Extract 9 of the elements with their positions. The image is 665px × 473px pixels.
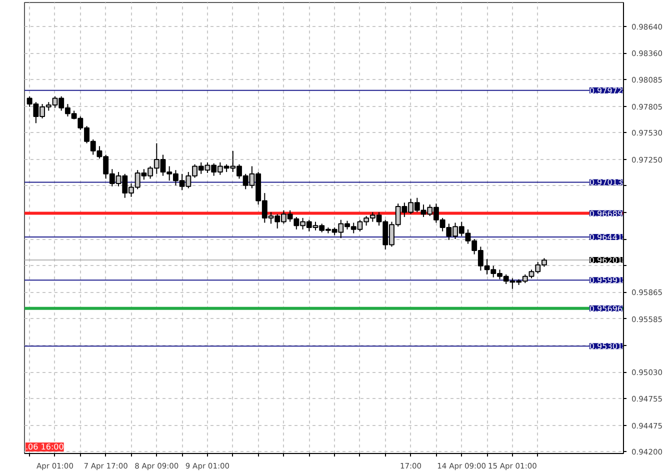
ref-line-label: 0.96689 [589,209,623,218]
ref-line-label: 0.97013 [589,178,623,188]
ref-line-label: 0.97972 [589,86,623,96]
ref-line-label: 0.95991 [589,276,623,286]
ref-line-label: 0.95696 [589,304,623,314]
ref-line-label: 0.96441 [589,233,623,242]
annotation: .06 16:00 [26,442,64,452]
ref-line-label: 0.96201 [589,256,623,265]
ref-line-label: 0.95301 [589,342,623,352]
